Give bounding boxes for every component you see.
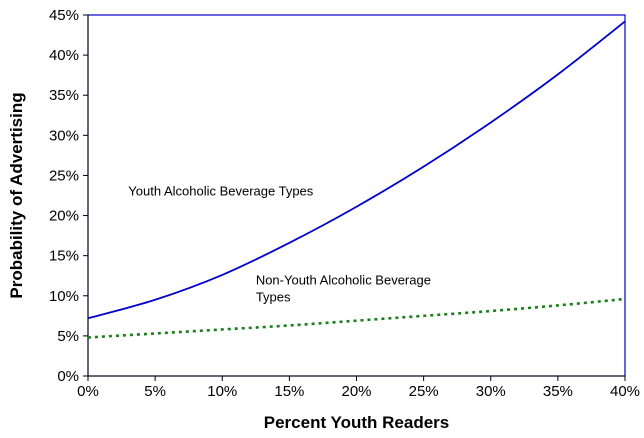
annotation-label: Types	[256, 289, 291, 304]
x-tick-label: 15%	[274, 383, 304, 400]
x-tick-label: 30%	[476, 383, 506, 400]
y-tick-label: 30%	[49, 127, 79, 144]
y-tick-label: 0%	[57, 368, 79, 385]
y-tick-label: 15%	[49, 248, 79, 265]
x-tick-label: 20%	[341, 383, 371, 400]
y-tick-label: 35%	[49, 87, 79, 104]
x-axis-ticks: 0% 5% 10% 15% 20% 25% 30% 35% 40%	[77, 376, 640, 400]
x-tick-label: 35%	[543, 383, 573, 400]
y-axis-ticks: 0% 5% 10% 15% 20% 25% 30% 35% 40% 45%	[49, 7, 88, 385]
x-tick-label: 25%	[409, 383, 439, 400]
x-tick-label: 0%	[77, 383, 99, 400]
x-axis-title: Percent Youth Readers	[264, 413, 450, 432]
y-tick-label: 40%	[49, 47, 79, 64]
y-tick-label: 5%	[57, 328, 79, 345]
x-tick-label: 40%	[610, 383, 640, 400]
series-layer	[87, 20, 626, 339]
x-tick-label: 10%	[207, 383, 237, 400]
x-tick-label: 5%	[144, 383, 166, 400]
series-line-non-youth	[87, 297, 626, 339]
series-line-youth	[87, 20, 626, 320]
annotation-label: Youth Alcoholic Beverage Types	[128, 184, 314, 199]
y-tick-label: 25%	[49, 167, 79, 184]
annotation-label: Non-Youth Alcoholic Beverage	[256, 273, 431, 288]
y-tick-label: 10%	[49, 288, 79, 305]
y-axis-title: Probability of Advertising	[7, 92, 26, 298]
y-tick-label: 45%	[49, 7, 79, 24]
y-tick-label: 20%	[49, 208, 79, 225]
annotations: Youth Alcoholic Beverage Types Non-Youth …	[128, 184, 431, 305]
